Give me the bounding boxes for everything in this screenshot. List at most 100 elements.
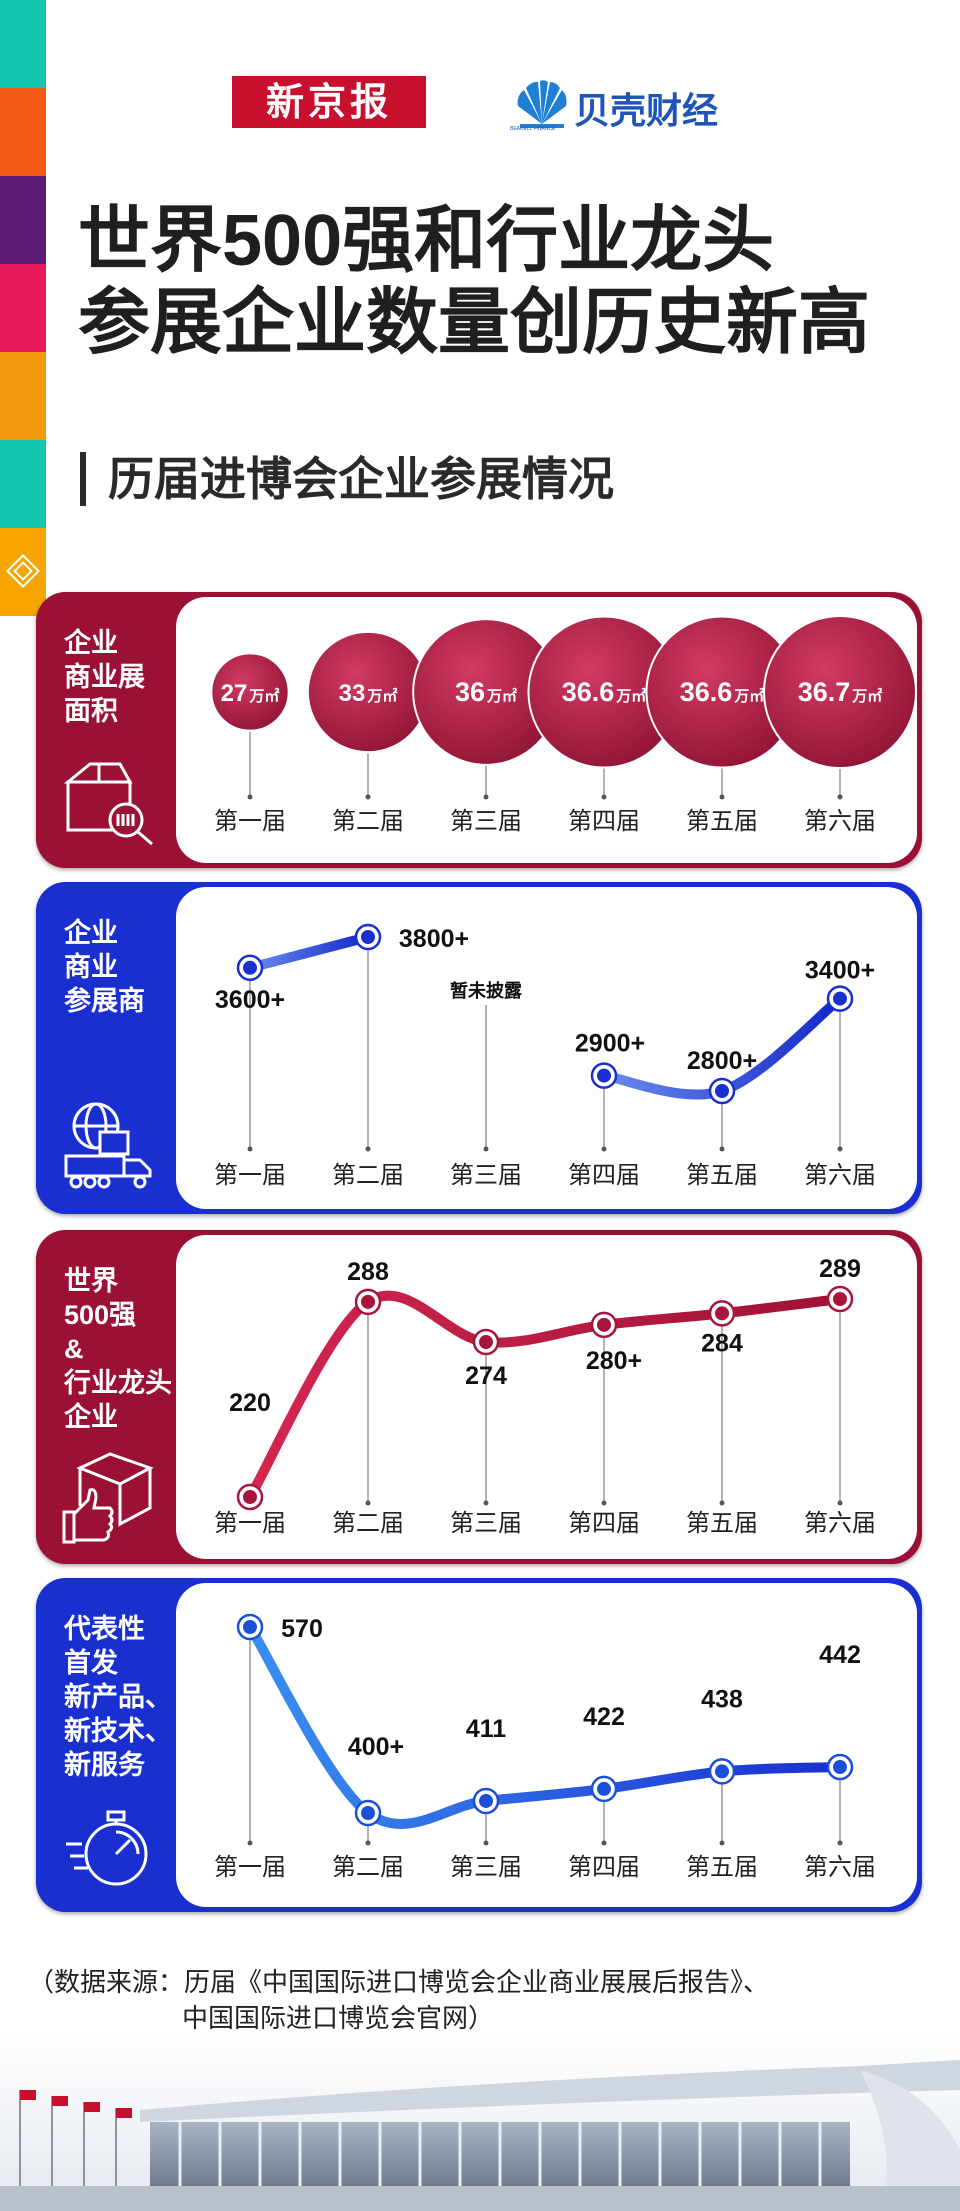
label-line: 首发 (64, 1648, 118, 1678)
value-number: 33 (339, 680, 366, 707)
value-number: 27 (221, 680, 248, 707)
data-point-core (833, 1292, 847, 1306)
label-line: 企业 (64, 918, 118, 948)
title-line-1: 世界500强和行业龙头 (78, 201, 775, 281)
label-line: 世界 (64, 1266, 118, 1296)
data-value-label: 288 (347, 1258, 389, 1286)
bubble-value-label: 36.6 万㎡ (562, 677, 647, 707)
label-line: 面积 (64, 696, 118, 726)
globe-truck-icon (64, 1102, 152, 1189)
category-label: 第二届 (332, 1162, 404, 1189)
category-label: 第六届 (804, 1162, 876, 1189)
label-line: 商业展 (64, 662, 145, 692)
data-source-note: （数据来源：历届《中国国际进口博览会企业商业展展后报告》、 中国国际进口博览会官… (28, 1964, 769, 2036)
logo-row: 新京报 贝壳财经 BEAKELL FINANCE (232, 76, 752, 134)
bubble-value-label: 33 万㎡ (339, 680, 398, 707)
series-line (245, 1290, 845, 1502)
guide-line-end (483, 1500, 489, 1506)
guide-line-end (837, 794, 843, 800)
category-label: 第四届 (568, 1162, 640, 1189)
stripe (0, 352, 46, 440)
category-label: 第五届 (686, 1510, 758, 1537)
guide-line-end (719, 1146, 725, 1152)
panel-area: 企业 商业展 面积 27 万㎡ 33 万㎡ 36 万㎡ 36.6 万㎡ 36.6 万㎡ 36.7 万㎡… (36, 592, 922, 868)
stripe (0, 0, 46, 88)
diamond-icon (6, 554, 40, 588)
value-number: 36.7 (798, 677, 851, 707)
data-point-core (597, 1068, 611, 1083)
data-value-label: 暂未披露 (450, 980, 523, 1001)
category-label: 第三届 (450, 1510, 522, 1537)
box-search-icon (63, 762, 153, 846)
guide-line-end (247, 794, 253, 800)
bubble (763, 615, 917, 769)
panel-side: 世界 500强 & 行业龙头 企业 (36, 1230, 196, 1564)
stripe (0, 528, 46, 616)
category-label: 第一届 (214, 808, 286, 835)
data-point-core (833, 1760, 847, 1775)
label-line: 企业 (64, 1402, 118, 1432)
data-point-core (361, 1294, 375, 1309)
value-unit: 万㎡ (851, 687, 882, 705)
data-point-core (833, 991, 847, 1006)
section-subtitle: 历届进博会企业参展情况 (80, 452, 614, 506)
bubble-value-label: 36.6 万㎡ (680, 677, 765, 707)
panel-label: 企业 商业 参展商 (64, 916, 145, 1018)
guide-line-end (719, 1840, 725, 1846)
data-value-label: 3400+ (805, 957, 875, 985)
bubble-value-label: 36.7 万㎡ (798, 677, 883, 707)
panel-side: 企业 商业 参展商 (36, 882, 196, 1214)
data-value-label: 220 (229, 1389, 271, 1417)
guide-line-end (601, 1840, 607, 1846)
category-label: 第六届 (804, 1854, 876, 1881)
label-line: 商业 (64, 952, 118, 982)
chart-products: 570 400+ 411 422 438 442 第一届 第二届 第三届 第四届 第五届 第六届 (176, 1583, 917, 1907)
chart-exhibitors: 3600+ 3800+ 暂未披露 2900+ 2800+ 3400+ 第一届 第二届 第三届 第四… (176, 887, 917, 1209)
data-point-core (361, 930, 375, 944)
panel-label: 世界 500强 & 行业龙头 企业 (64, 1264, 172, 1434)
data-value-label: 289 (819, 1255, 861, 1283)
beike-logo: 贝壳财经 BEAKELL FINANCE (510, 76, 718, 134)
label-line: 新服务 (64, 1750, 145, 1780)
guide-line-end (837, 1840, 843, 1846)
bubble (210, 652, 290, 732)
guide-line-end (719, 1500, 725, 1506)
guide-line-end (365, 1840, 371, 1846)
value-number: 36 (455, 677, 485, 707)
data-point-core (243, 1620, 257, 1634)
category-label: 第二届 (332, 1854, 404, 1881)
stripe (0, 264, 46, 352)
guide-line-end (601, 1500, 607, 1506)
guide-line-end (483, 1840, 489, 1846)
category-label: 第六届 (804, 1510, 876, 1537)
guide-line-end (247, 1840, 253, 1846)
label-line: 新技术、 (64, 1716, 172, 1746)
bubble-value-label: 27 万㎡ (221, 680, 280, 707)
category-label: 第四届 (568, 1510, 640, 1537)
data-point-core (479, 1335, 493, 1350)
label-line: & (64, 1334, 84, 1364)
guide-line-end (719, 794, 725, 800)
value-unit: 万㎡ (733, 687, 764, 705)
data-value-label: 400+ (348, 1733, 404, 1761)
guide-line-end (365, 794, 371, 800)
category-label: 第一届 (214, 1854, 286, 1881)
page-title: 世界500强和行业龙头 参展企业数量创历史新高 (78, 200, 938, 364)
stopwatch-icon (66, 1810, 148, 1886)
value-number: 36.6 (562, 677, 615, 707)
chart-svg: 570 400+ 411 422 438 442 第一届 第二届 第三届 第四届 第五届 第六届 (214, 1613, 876, 1881)
data-value-label: 280+ (586, 1347, 642, 1375)
guide-line-end (483, 794, 489, 800)
chart-svg: 220 288 274 280+ 284 289 第一届 第二届 第三届 第四届 第五届 第六届 (214, 1255, 876, 1537)
chart-area-bubbles: 27 万㎡ 33 万㎡ 36 万㎡ 36.6 万㎡ 36.6 万㎡ 36.7 万㎡ 第一届 第二届 第三届第… (176, 597, 917, 863)
guide-line-end (483, 1146, 489, 1152)
panel-exhibitors: 企业 商业 参展商 3600+ 3800+ 暂未披露 2900+ 2800+ 3400+ 第… (36, 882, 922, 1214)
value-unit: 万㎡ (248, 687, 279, 705)
data-point-core (715, 1764, 729, 1779)
title-line-2: 参展企业数量创历史新高 (78, 283, 871, 363)
category-label: 第六届 (804, 808, 876, 835)
data-value-label: 3800+ (399, 925, 469, 953)
data-value-label: 411 (466, 1715, 506, 1743)
data-point-core (361, 1806, 375, 1820)
data-point-core (597, 1781, 611, 1796)
